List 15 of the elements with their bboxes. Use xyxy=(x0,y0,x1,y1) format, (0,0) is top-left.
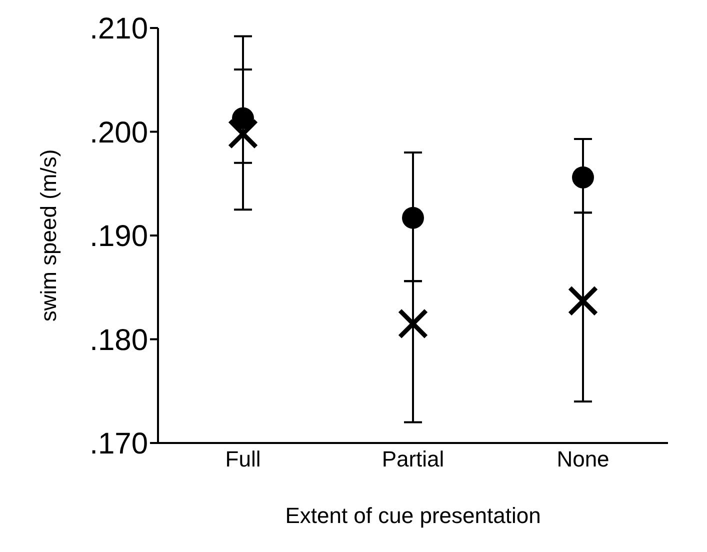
point xyxy=(398,308,428,339)
y-tick-label: .180 xyxy=(90,324,148,357)
point xyxy=(568,286,598,316)
point xyxy=(228,118,258,150)
point xyxy=(402,206,424,229)
y-tick-label: .190 xyxy=(90,220,148,254)
x-tick-label: None xyxy=(556,446,610,472)
x-tick-label: Partial xyxy=(382,446,444,472)
x-axis-title: Extent of cue presentation xyxy=(285,503,541,528)
y-tick-label: .200 xyxy=(90,116,148,150)
y-tick-label: .210 xyxy=(90,12,148,46)
x-tick-label: Full xyxy=(225,446,261,472)
y-axis-title: swim speed (m/s) xyxy=(36,149,61,322)
y-tick-label: .170 xyxy=(90,428,148,461)
point xyxy=(572,166,594,188)
